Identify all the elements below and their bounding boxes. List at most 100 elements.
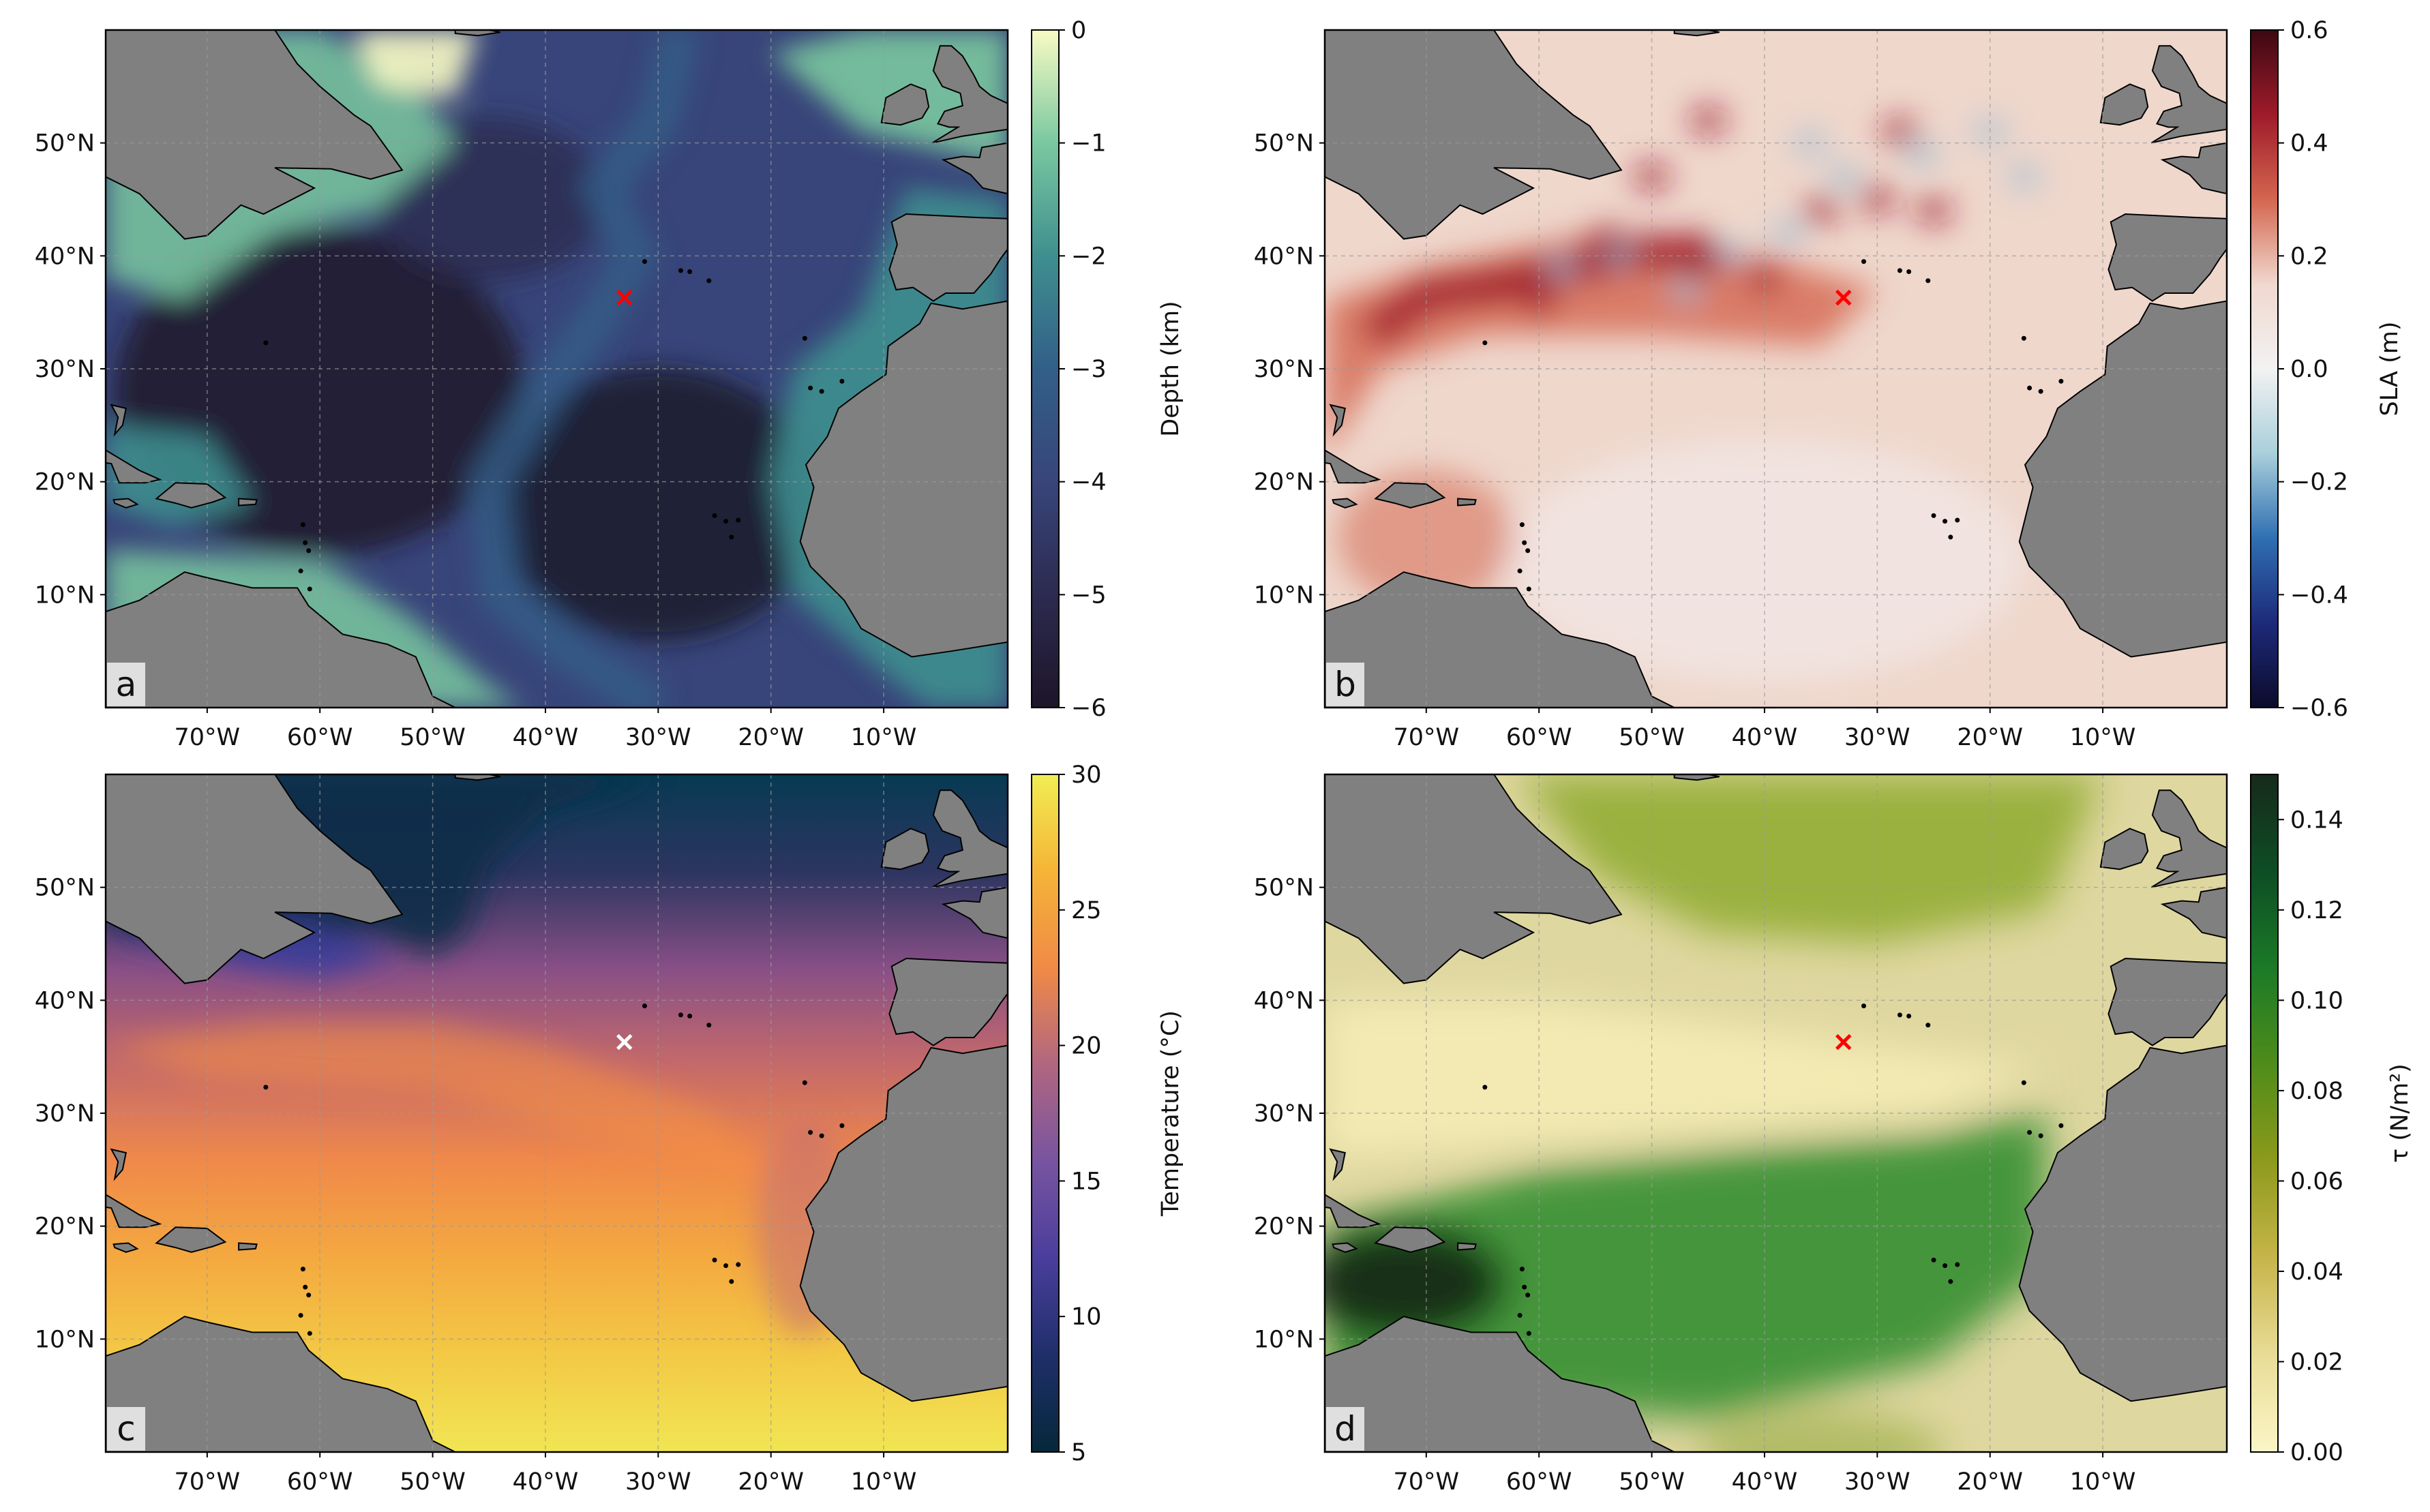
colorbar-tick-label: 0.2	[2290, 243, 2328, 270]
colorbar-tick-label: 15	[1071, 1168, 1102, 1195]
lon-tick-label: 40°W	[513, 724, 579, 751]
colorbar-tick-label: −2	[1071, 243, 1107, 270]
land-d	[1325, 774, 2227, 1452]
colorbar-tick-label: 0.00	[2290, 1439, 2343, 1466]
colorbar-tick-label: −5	[1071, 581, 1107, 609]
lat-tick-label: 20°N	[1254, 1213, 1314, 1241]
panel-a: a 10°N 20°N 30°N 40°N 50°N 70°W 60°W 50°W 40°W 30°…	[35, 17, 1184, 751]
colorbar-label: Depth (km)	[1157, 301, 1184, 436]
panel-label-box-b	[1326, 663, 1364, 706]
lon-tick-label: 70°W	[1394, 1468, 1460, 1496]
lon-tick-label: 60°W	[1506, 724, 1572, 751]
panel-label-box-d	[1326, 1407, 1364, 1451]
lat-tick-label: 50°N	[1254, 875, 1314, 902]
panel-b: b 10°N 20°N 30°N 40°N 50°N 70°W 60°W 50°W 40°W 30°…	[1254, 17, 2403, 751]
lat-tick-label: 10°N	[35, 581, 95, 609]
lat-tick-label: 30°N	[35, 356, 95, 383]
gridlines-c	[106, 774, 1008, 1452]
colorbar-label: τ (N/m²)	[2386, 1063, 2414, 1163]
lon-tick-label: 10°W	[851, 1468, 917, 1496]
site-marker-c	[616, 1033, 633, 1050]
lon-tick-label: 70°W	[175, 724, 241, 751]
lon-tick-label: 70°W	[1394, 724, 1460, 751]
colorbar-tick-label: −0.6	[2290, 695, 2348, 722]
colorbar-tick-label: −1	[1071, 130, 1107, 157]
colorbar-tick-label: 0.06	[2290, 1168, 2343, 1195]
lat-tick-label: 10°N	[35, 1326, 95, 1353]
lon-tick-label: 10°W	[2070, 724, 2136, 751]
colorbar-tick-label: −3	[1071, 356, 1107, 383]
lon-tick-label: 10°W	[2070, 1468, 2136, 1496]
colorbar-tick-label: 20	[1071, 1033, 1102, 1060]
panel-label-b: b	[1334, 665, 1356, 704]
panel-c: c 10°N 20°N 30°N 40°N 50°N 70°W 60°W 50°W 40°W 30°…	[35, 761, 1184, 1496]
lat-tick-label: 40°N	[1254, 987, 1314, 1014]
colorbar-c: 30 25 20 15 10 5 Temperature (°C)	[1031, 761, 1184, 1466]
lon-tick-label: 60°W	[287, 724, 353, 751]
gridlines-b	[1325, 30, 2227, 708]
colorbar-b: 0.6 0.4 0.2 0.0 −0.2 −0.4 −0.6 SLA (m)	[2250, 17, 2403, 722]
gridlines-a	[106, 30, 1008, 708]
colorbar-tick-label: −0.4	[2290, 581, 2348, 609]
lat-tick-label: 50°N	[1254, 130, 1314, 157]
colorbar-tick-label: −0.2	[2290, 469, 2348, 496]
colorbar-tick-label: 0.04	[2290, 1258, 2343, 1286]
colorbar-tick-label: −4	[1071, 469, 1107, 496]
colorbar-tick-label: 0.14	[2290, 806, 2343, 834]
lat-tick-label: 30°N	[35, 1100, 95, 1128]
colorbar-tick-label: 0.02	[2290, 1348, 2343, 1376]
lon-tick-label: 30°W	[625, 1468, 691, 1496]
lon-tick-label: 30°W	[1844, 1468, 1910, 1496]
lon-tick-label: 50°W	[400, 1468, 466, 1496]
colorbar-tick-label: 0.08	[2290, 1078, 2343, 1105]
lon-tick-label: 60°W	[1506, 1468, 1572, 1496]
colorbar-label: Temperature (°C)	[1157, 1010, 1184, 1217]
colorbar-label: SLA (m)	[2376, 322, 2403, 417]
colorbar-tick-label: 30	[1071, 761, 1102, 789]
lat-tick-label: 40°N	[35, 243, 95, 270]
colorbar-tick-label: 0.0	[2290, 356, 2328, 383]
lon-tick-label: 20°W	[738, 1468, 804, 1496]
panel-d: d 10°N 20°N 30°N 40°N 50°N 70°W 60°W 50°W 40°W 30°…	[1254, 773, 2414, 1496]
colorbar-tick-label: 0.12	[2290, 897, 2343, 924]
lon-tick-label: 40°W	[513, 1468, 579, 1496]
lon-tick-label: 50°W	[1619, 1468, 1685, 1496]
panel-label-box-c	[107, 1407, 145, 1451]
panels-root: a 10°N 20°N 30°N 40°N 50°N 70°W 60°W 50°W 40°W 30°…	[35, 17, 2414, 1496]
lon-tick-label: 20°W	[1957, 724, 2023, 751]
lon-tick-label: 20°W	[738, 724, 804, 751]
lon-tick-label: 30°W	[1844, 724, 1910, 751]
lat-tick-label: 50°N	[35, 875, 95, 902]
site-marker-d	[1835, 1033, 1852, 1050]
lat-tick-label: 40°N	[35, 987, 95, 1014]
panel-label-c: c	[117, 1409, 136, 1449]
lon-tick-label: 60°W	[287, 1468, 353, 1496]
panel-label-box-a	[107, 663, 145, 706]
land-a	[106, 30, 1008, 708]
gridlines-d	[1325, 774, 2227, 1452]
colorbar-tick-label: 0.4	[2290, 130, 2328, 157]
colorbar-tick-label: 25	[1071, 897, 1102, 924]
lon-tick-label: 20°W	[1957, 1468, 2023, 1496]
lon-tick-label: 10°W	[851, 724, 917, 751]
colorbar-d: 0.14 0.12 0.10 0.08 0.06 0.04 0.02 0.00 τ (N/m²)	[2250, 774, 2414, 1466]
lon-tick-label: 40°W	[1732, 724, 1798, 751]
lat-tick-label: 40°N	[1254, 243, 1314, 270]
site-marker-a	[616, 289, 633, 306]
lat-tick-label: 20°N	[35, 1213, 95, 1241]
site-marker-b	[1835, 289, 1852, 306]
land-b	[1325, 30, 2227, 708]
colorbar-tick-label: 0	[1071, 17, 1086, 44]
colorbar-tick-label: 5	[1071, 1439, 1086, 1466]
land-c	[106, 774, 1008, 1452]
lon-tick-label: 40°W	[1732, 1468, 1798, 1496]
lon-tick-label: 30°W	[625, 724, 691, 751]
colorbar-a: 0 −1 −2 −3 −4 −5 −6 Depth (km)	[1031, 17, 1184, 722]
colorbar-tick-label: −6	[1071, 695, 1107, 722]
colorbar-tick-label: 0.6	[2290, 17, 2328, 44]
lat-tick-label: 10°N	[1254, 581, 1314, 609]
lon-tick-label: 50°W	[400, 724, 466, 751]
lat-tick-label: 50°N	[35, 130, 95, 157]
lon-tick-label: 70°W	[175, 1468, 241, 1496]
